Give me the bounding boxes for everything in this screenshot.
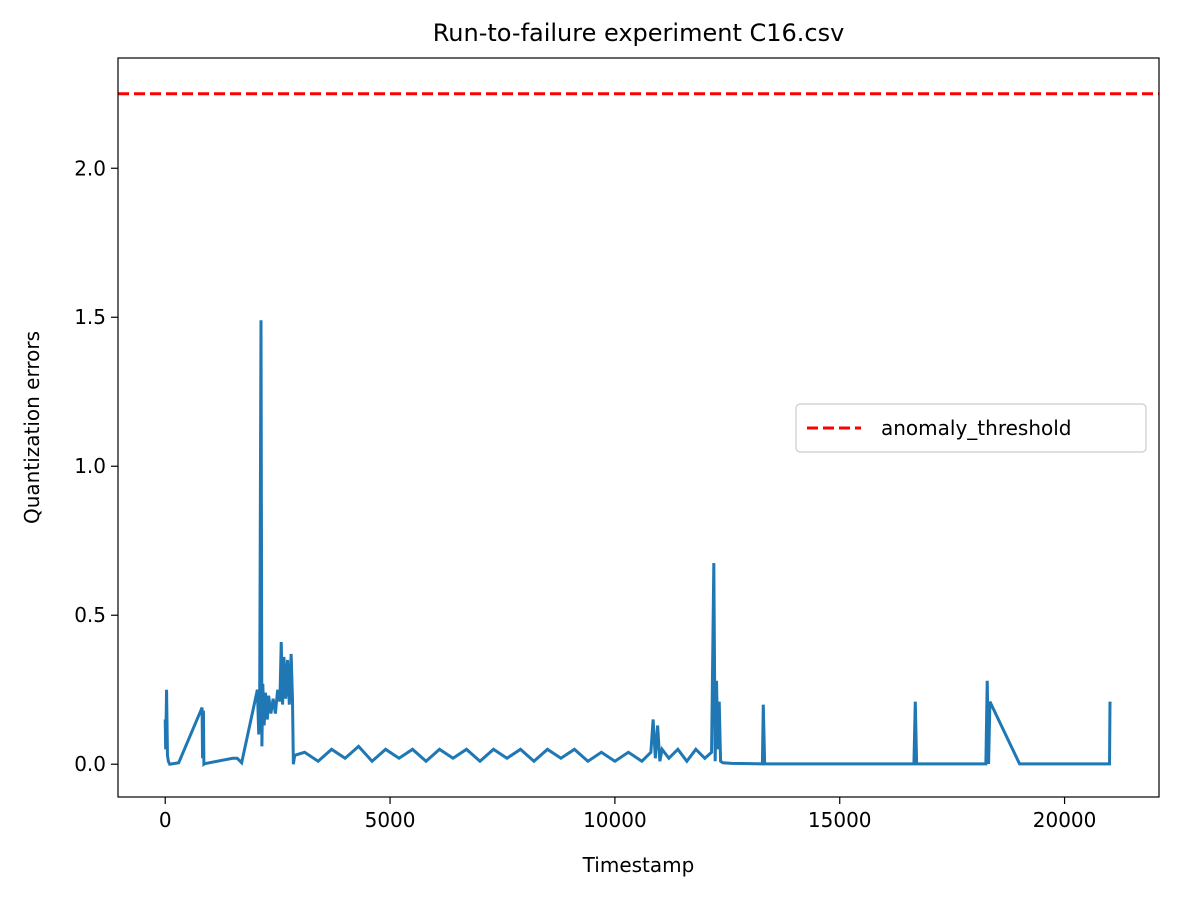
y-tick-label: 2.0 [74, 156, 106, 180]
y-axis: 0.0 0.5 1.0 1.5 2.0 [74, 156, 118, 776]
y-tick-label: 1.0 [74, 454, 106, 478]
x-tick-label: 5000 [365, 808, 416, 832]
legend-box [795, 403, 1147, 453]
axes-frame [117, 57, 1160, 798]
y-tick-label: 0.0 [74, 752, 106, 776]
plot-area [118, 92, 1159, 767]
x-tick-label: 10000 [583, 808, 647, 832]
x-tick-label: 20000 [1033, 808, 1097, 832]
x-axis-label: Timestamp [582, 853, 695, 877]
y-tick-label: 1.5 [74, 305, 106, 329]
legend: anomaly_threshold [795, 403, 1147, 453]
x-tick-label: 15000 [808, 808, 872, 832]
x-axis: 0 5000 10000 15000 20000 [159, 797, 1097, 832]
y-axis-label: Quantization errors [20, 331, 44, 524]
quantization-error-line [163, 320, 1112, 767]
chart-title: Run-to-failure experiment C16.csv [433, 19, 845, 47]
legend-entry-threshold: anomaly_threshold [881, 416, 1072, 440]
x-tick-label: 0 [159, 808, 172, 832]
y-tick-label: 0.5 [74, 603, 106, 627]
